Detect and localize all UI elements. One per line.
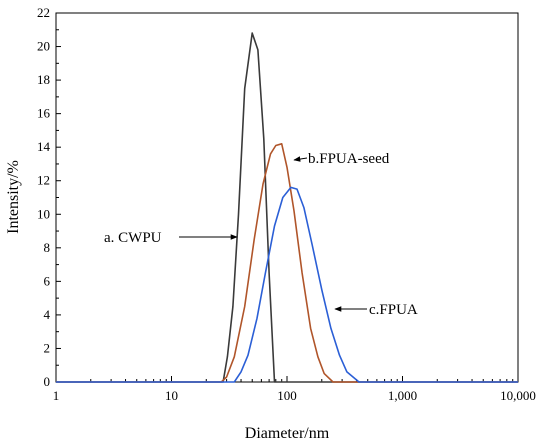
x-tick-label: 10	[165, 388, 178, 403]
annotation-label: c.FPUA	[369, 302, 418, 318]
y-tick-label: 12	[37, 173, 50, 188]
y-tick-label: 0	[44, 374, 51, 389]
y-tick-label: 6	[44, 273, 51, 288]
series-line-2	[56, 143, 518, 383]
y-axis-label: Intensity/%	[5, 160, 22, 234]
y-tick-label: 16	[37, 106, 51, 121]
series-line-1	[56, 32, 518, 383]
plot-frame	[55, 12, 519, 383]
annotation-label: b.FPUA-seed	[308, 151, 390, 167]
series-layer	[56, 32, 518, 383]
y-tick-label: 4	[44, 307, 51, 322]
y-tick-label: 14	[37, 139, 51, 154]
annotation-arrow	[293, 156, 308, 162]
x-tick-label: 1,000	[388, 388, 417, 403]
x-axis: 1 10 100 1,000 10,000	[53, 376, 536, 403]
annotations: a. CWPU b.FPUA-seed c.FPUA	[104, 151, 418, 318]
annotation-label: a. CWPU	[104, 230, 162, 246]
y-tick-label: 8	[44, 240, 51, 255]
y-tick-label: 20	[37, 39, 50, 54]
y-tick-label: 10	[37, 206, 50, 221]
series-line-3	[56, 186, 518, 383]
y-tick-label: 18	[37, 72, 50, 87]
y-tick-label: 2	[44, 340, 51, 355]
y-axis: 0 2 4 6 8 10 12 14 16 18 20 22	[37, 5, 61, 389]
x-tick-label: 10,000	[500, 388, 536, 403]
x-tick-label: 100	[277, 388, 297, 403]
y-tick-label: 22	[37, 5, 50, 20]
x-axis-label: Diameter/nm	[245, 425, 330, 442]
x-tick-label: 1	[53, 388, 60, 403]
